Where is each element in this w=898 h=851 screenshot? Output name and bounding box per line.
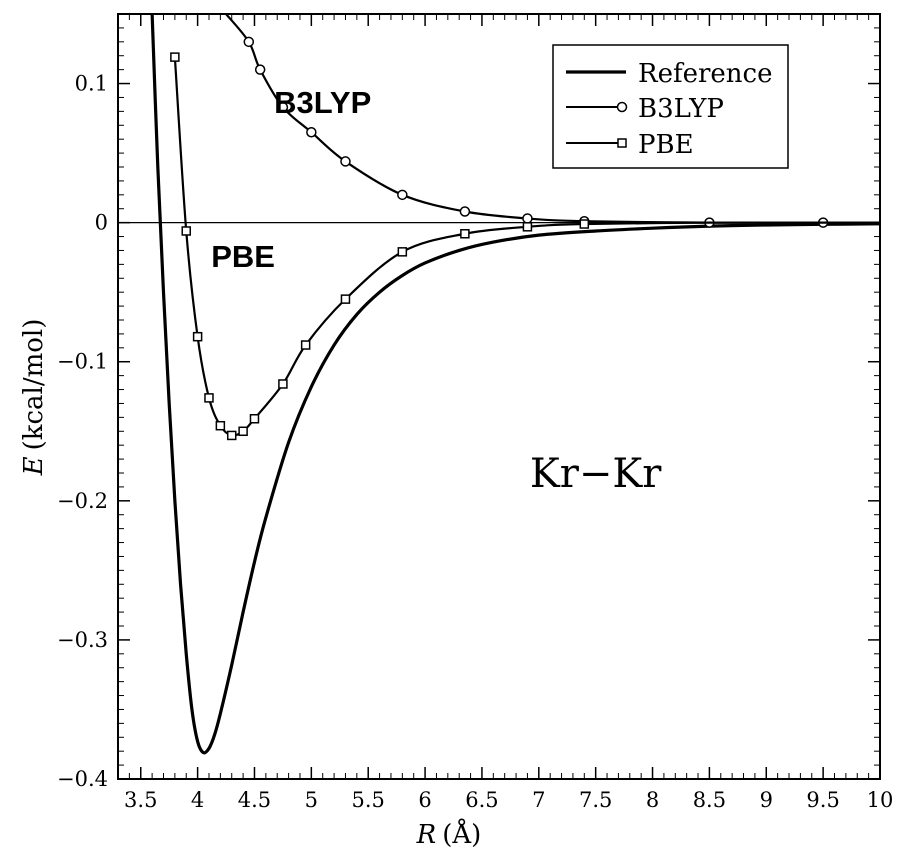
series-point-pbe xyxy=(204,393,214,403)
legend-marker-pbe xyxy=(617,138,627,148)
series-point-b3lyp xyxy=(522,213,533,224)
series-point-b3lyp xyxy=(459,206,471,217)
series-label-pbe: PBE xyxy=(211,239,275,274)
y-tick-label: 0.1 xyxy=(75,72,108,96)
series-line-reference xyxy=(150,14,880,755)
series-point-pbe xyxy=(170,52,180,62)
series-point-pbe xyxy=(278,379,288,389)
series-point-b3lyp xyxy=(243,36,255,48)
series-point-pbe xyxy=(192,331,203,342)
series-point-pbe xyxy=(226,430,237,441)
x-tick-label: 6.5 xyxy=(465,788,498,812)
legend-label-reference: Reference xyxy=(638,59,772,89)
series-label-b3lyp: B3LYP xyxy=(274,85,371,120)
legend-label-b3lyp: B3LYP xyxy=(638,94,724,124)
x-tick-label: 10 xyxy=(867,788,894,812)
series-point-b3lyp xyxy=(397,189,408,201)
y-tick-label: −0.4 xyxy=(57,767,108,791)
series-point-pbe xyxy=(300,340,311,350)
x-tick-label: 7 xyxy=(532,788,545,812)
series-point-pbe xyxy=(397,247,408,257)
series-point-pbe xyxy=(522,222,533,232)
x-axis-title: R (Å) xyxy=(416,818,482,850)
series-line-pbe xyxy=(173,57,880,437)
legend: Reference B3LYP PBE xyxy=(552,44,789,169)
y-tick-label: −0.3 xyxy=(57,628,108,652)
x-tick-label: 4 xyxy=(191,788,204,812)
series-point-pbe xyxy=(579,219,590,229)
series-point-b3lyp xyxy=(340,156,351,167)
series-point-pbe xyxy=(460,229,470,239)
x-tick-label: 6 xyxy=(418,788,431,812)
x-tick-label: 7.5 xyxy=(579,788,612,812)
y-axis-title: E (kcal/mol) xyxy=(19,319,49,477)
x-axis-var: R xyxy=(416,820,437,850)
y-axis-var: E xyxy=(19,456,49,476)
series-point-pbe xyxy=(181,226,191,236)
series-point-pbe xyxy=(215,420,226,431)
x-tick-label: 4.5 xyxy=(238,788,271,812)
x-tick-label: 3.5 xyxy=(124,788,157,812)
plot-frame xyxy=(117,13,881,780)
x-tick-label: 9.5 xyxy=(806,788,839,812)
y-axis-unit: (kcal/mol) xyxy=(19,319,49,451)
legend-label-pbe: PBE xyxy=(638,130,694,160)
x-tick-label: 8.5 xyxy=(693,788,726,812)
series-point-b3lyp xyxy=(306,126,317,138)
x-tick-label: 5.5 xyxy=(352,788,385,812)
series-point-b3lyp xyxy=(254,64,266,75)
series-point-pbe xyxy=(249,414,260,424)
x-axis-unit: (Å) xyxy=(442,818,481,850)
y-tick-label: 0 xyxy=(95,211,108,235)
x-tick-label: 5 xyxy=(305,788,318,812)
series-point-b3lyp xyxy=(277,101,289,113)
system-label: Kr−Kr xyxy=(530,451,662,497)
series-point-pbe xyxy=(340,294,351,304)
legend-marker-b3lyp xyxy=(616,101,628,113)
x-tick-label: 8 xyxy=(646,788,659,812)
y-tick-label: −0.1 xyxy=(57,350,108,374)
y-tick-label: −0.2 xyxy=(57,489,108,513)
series-point-pbe xyxy=(238,426,248,437)
x-tick-label: 9 xyxy=(760,788,773,812)
